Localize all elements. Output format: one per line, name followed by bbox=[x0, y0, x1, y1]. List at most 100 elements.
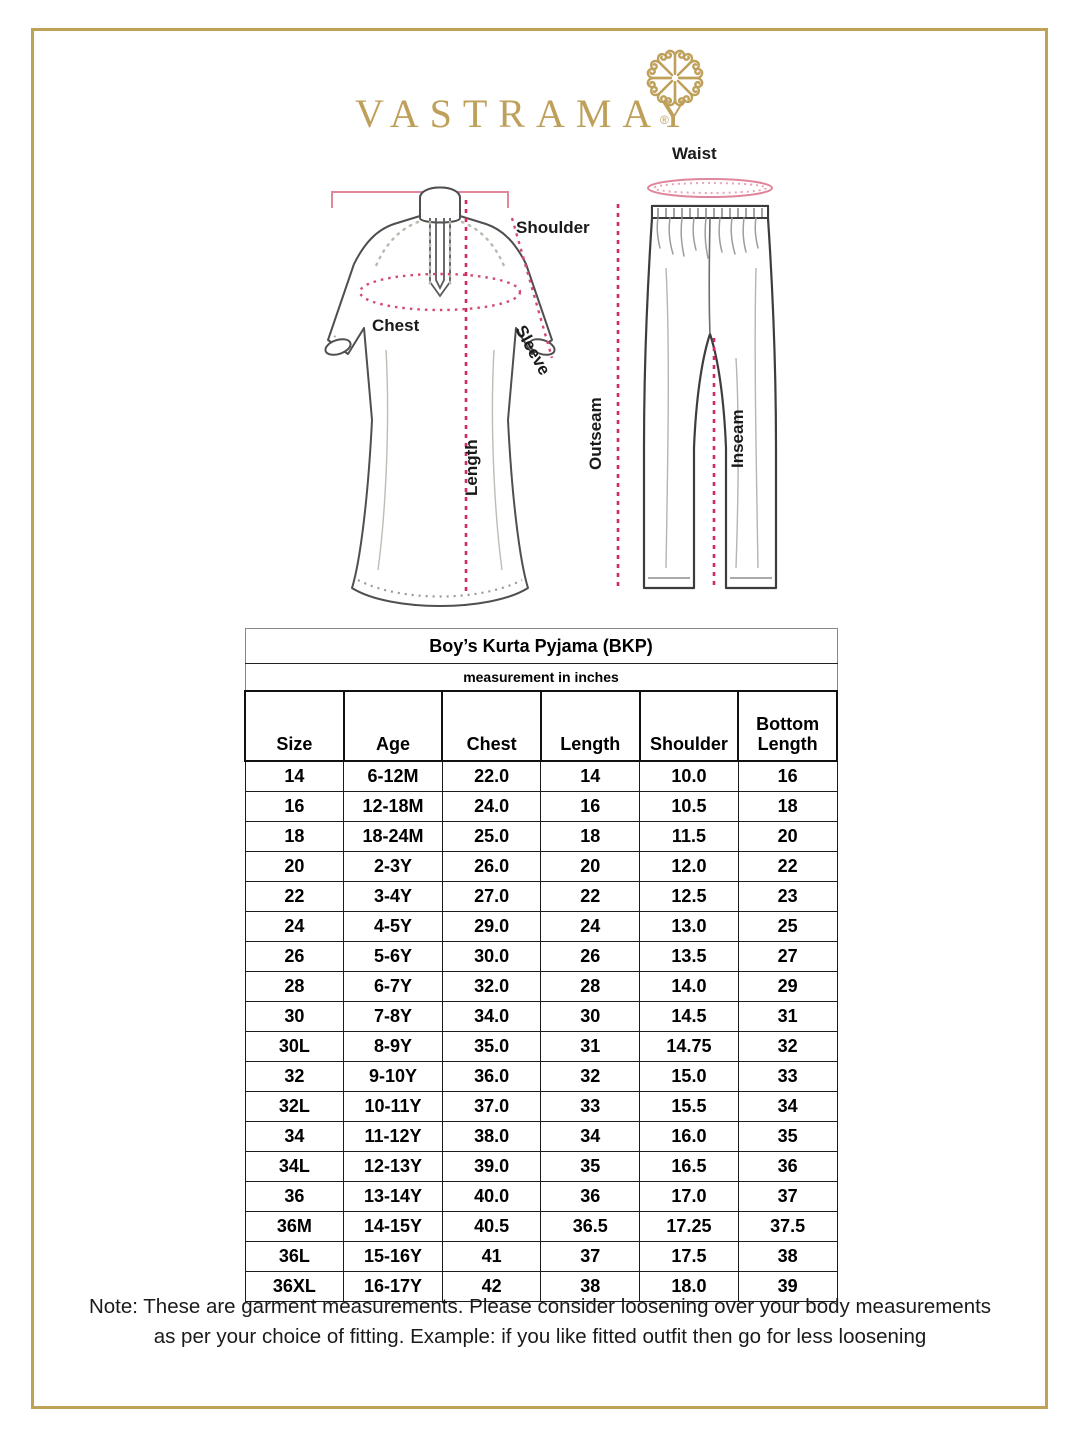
pyjama-outseam-label: Outseam bbox=[586, 397, 605, 470]
table-row: 32L 10-11Y 37.0 33 15.5 34 bbox=[244, 1091, 838, 1122]
cell-length: 28 bbox=[540, 971, 641, 1002]
cell-chest: 22.0 bbox=[441, 760, 542, 792]
cell-shoulder: 12.5 bbox=[639, 881, 739, 912]
table-row: 16 12-18M 24.0 16 10.5 18 bbox=[244, 791, 838, 822]
cell-age: 3-4Y bbox=[343, 881, 443, 912]
table-header-row: Size Age Chest Length Shoulder Bottom Le… bbox=[244, 690, 838, 762]
cell-age: 18-24M bbox=[343, 821, 443, 852]
cell-bottom: 18 bbox=[737, 791, 838, 822]
cell-age: 15-16Y bbox=[343, 1241, 443, 1272]
cell-shoulder: 10.0 bbox=[639, 760, 739, 792]
table-subtitle: measurement in inches bbox=[244, 663, 838, 692]
cell-bottom: 29 bbox=[737, 971, 838, 1002]
cell-shoulder: 15.5 bbox=[639, 1091, 739, 1122]
column-header-size: Size bbox=[244, 690, 345, 762]
cell-size: 36 bbox=[244, 1181, 345, 1212]
cell-shoulder: 14.0 bbox=[639, 971, 739, 1002]
table-row: 34 11-12Y 38.0 34 16.0 35 bbox=[244, 1121, 838, 1152]
cell-shoulder: 11.5 bbox=[639, 821, 739, 852]
table-row: 28 6-7Y 32.0 28 14.0 29 bbox=[244, 971, 838, 1002]
column-header-chest-label: Chest bbox=[466, 733, 517, 754]
cell-shoulder: 17.0 bbox=[639, 1181, 739, 1212]
waist-measure-line bbox=[647, 178, 773, 198]
size-chart-table: Boy’s Kurta Pyjama (BKP) measurement in … bbox=[244, 628, 838, 1302]
chest-measure-line bbox=[358, 272, 522, 312]
cell-shoulder: 16.0 bbox=[639, 1121, 739, 1152]
cell-size: 22 bbox=[244, 881, 345, 912]
pyjama-inseam-label: Inseam bbox=[728, 409, 747, 468]
cell-bottom: 34 bbox=[737, 1091, 838, 1122]
cell-size: 36L bbox=[244, 1241, 345, 1272]
cell-bottom: 38 bbox=[737, 1241, 838, 1272]
cell-bottom: 37.5 bbox=[737, 1211, 838, 1242]
cell-chest: 36.0 bbox=[441, 1061, 542, 1092]
cell-length: 30 bbox=[540, 1001, 641, 1032]
brand-header: VASTRAMAY ® bbox=[0, 10, 1080, 136]
cell-bottom: 36 bbox=[737, 1151, 838, 1182]
cell-chest: 40.5 bbox=[441, 1211, 542, 1242]
cell-size: 16 bbox=[244, 791, 345, 822]
column-header-chest: Chest bbox=[441, 690, 542, 762]
table-row: 18 18-24M 25.0 18 11.5 20 bbox=[244, 821, 838, 852]
cell-length: 32 bbox=[540, 1061, 641, 1092]
cell-shoulder: 13.5 bbox=[639, 941, 739, 972]
column-header-length-label: Length bbox=[560, 733, 621, 754]
cell-bottom: 39 bbox=[737, 1271, 838, 1302]
cell-bottom: 32 bbox=[737, 1031, 838, 1062]
cell-chest: 24.0 bbox=[441, 791, 542, 822]
table-row: 32 9-10Y 36.0 32 15.0 33 bbox=[244, 1061, 838, 1092]
table-title: Boy’s Kurta Pyjama (BKP) bbox=[244, 628, 838, 664]
table-row: 26 5-6Y 30.0 26 13.5 27 bbox=[244, 941, 838, 972]
pyjama-diagram bbox=[616, 178, 778, 590]
size-chart-table-wrapper: Boy’s Kurta Pyjama (BKP) measurement in … bbox=[244, 628, 838, 1302]
cell-chest: 39.0 bbox=[441, 1151, 542, 1182]
cell-age: 8-9Y bbox=[343, 1031, 443, 1062]
table-row: 36 13-14Y 40.0 36 17.0 37 bbox=[244, 1181, 838, 1212]
registered-trademark-mark: ® bbox=[660, 113, 669, 127]
cell-age: 16-17Y bbox=[343, 1271, 443, 1302]
table-subtitle-row: measurement in inches bbox=[244, 663, 838, 692]
cell-length: 38 bbox=[540, 1271, 641, 1302]
cell-chest: 29.0 bbox=[441, 911, 542, 942]
cell-shoulder: 17.25 bbox=[639, 1211, 739, 1242]
table-row: 34L 12-13Y 39.0 35 16.5 36 bbox=[244, 1151, 838, 1182]
cell-chest: 35.0 bbox=[441, 1031, 542, 1062]
cell-size: 34L bbox=[244, 1151, 345, 1182]
table-row: 36L 15-16Y 41 37 17.5 38 bbox=[244, 1241, 838, 1272]
cell-size: 18 bbox=[244, 821, 345, 852]
cell-age: 12-18M bbox=[343, 791, 443, 822]
cell-age: 4-5Y bbox=[343, 911, 443, 942]
table-row: 30L 8-9Y 35.0 31 14.75 32 bbox=[244, 1031, 838, 1062]
cell-shoulder: 13.0 bbox=[639, 911, 739, 942]
cell-size: 34 bbox=[244, 1121, 345, 1152]
cell-size: 32L bbox=[244, 1091, 345, 1122]
star-flourish-icon bbox=[646, 49, 704, 107]
shoulder-measure-line bbox=[331, 191, 509, 208]
sleeve-measure-line bbox=[510, 217, 554, 359]
cell-length: 14 bbox=[540, 760, 641, 792]
cell-chest: 25.0 bbox=[441, 821, 542, 852]
cell-bottom: 20 bbox=[737, 821, 838, 852]
cell-chest: 40.0 bbox=[441, 1181, 542, 1212]
cell-chest: 32.0 bbox=[441, 971, 542, 1002]
table-row: 20 2-3Y 26.0 20 12.0 22 bbox=[244, 851, 838, 882]
cell-bottom: 31 bbox=[737, 1001, 838, 1032]
column-header-shoulder-label: Shoulder bbox=[649, 733, 728, 754]
column-header-length: Length bbox=[539, 690, 641, 762]
cell-shoulder: 16.5 bbox=[639, 1151, 739, 1182]
cell-length: 22 bbox=[540, 881, 641, 912]
cell-age: 9-10Y bbox=[343, 1061, 443, 1092]
cell-shoulder: 15.0 bbox=[639, 1061, 739, 1092]
cell-bottom: 25 bbox=[737, 911, 838, 942]
cell-bottom: 35 bbox=[737, 1121, 838, 1152]
table-row: 22 3-4Y 27.0 22 12.5 23 bbox=[244, 881, 838, 912]
footer-note-line-1: Note: These are garment measurements. Pl… bbox=[88, 1295, 992, 1318]
cell-chest: 41 bbox=[441, 1241, 542, 1272]
kurta-shoulder-label: Shoulder bbox=[516, 218, 590, 237]
pyjama-waist-label: Waist bbox=[672, 144, 717, 163]
size-chart-table-body: 14 6-12M 22.0 14 10.0 16 16 12-18M 24.0 16 10.5 18 1… bbox=[244, 760, 838, 1302]
cell-chest: 26.0 bbox=[441, 851, 542, 882]
cell-age: 12-13Y bbox=[343, 1151, 443, 1182]
column-header-bottom-line2: Length bbox=[757, 733, 818, 754]
cell-chest: 38.0 bbox=[441, 1121, 542, 1152]
